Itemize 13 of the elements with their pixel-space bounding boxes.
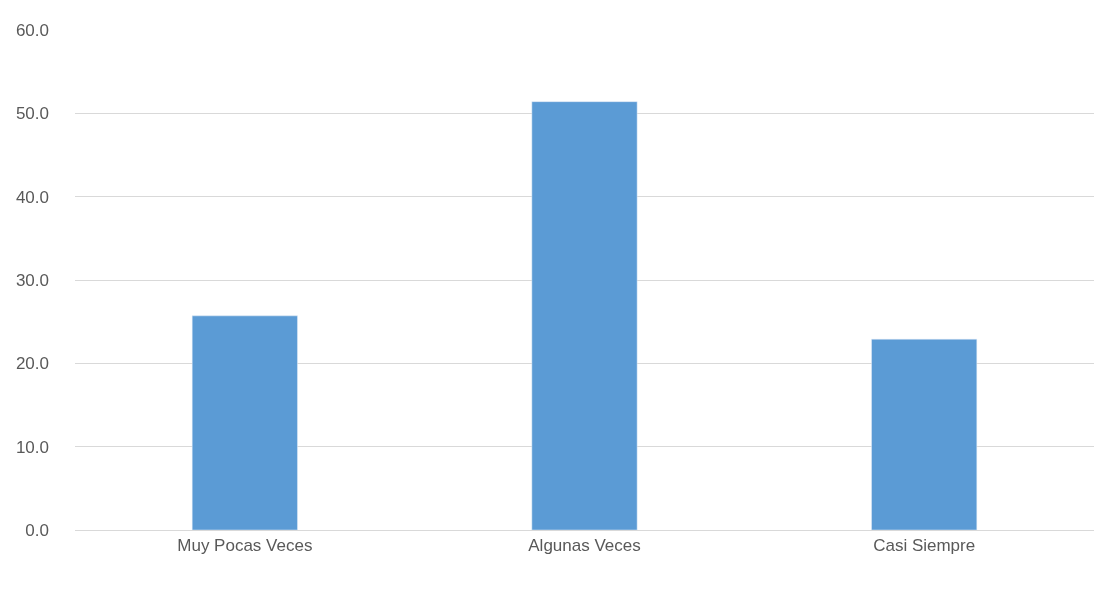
bar	[531, 101, 638, 530]
x-tick-label: Casi Siempre	[873, 536, 976, 556]
y-tick-label: 0.0	[25, 520, 49, 540]
bar	[871, 338, 978, 530]
y-tick-label: 20.0	[15, 354, 49, 374]
y-tick-label: 30.0	[15, 270, 49, 290]
y-tick-label: 50.0	[15, 104, 49, 124]
y-tick-label: 10.0	[15, 437, 49, 457]
y-tick-label: 40.0	[15, 187, 49, 207]
bar	[191, 315, 298, 530]
y-tick-label: 60.0	[15, 20, 49, 40]
x-tick-label: Algunas Veces	[528, 536, 641, 556]
x-tick-label: Muy Pocas Veces	[177, 536, 313, 556]
